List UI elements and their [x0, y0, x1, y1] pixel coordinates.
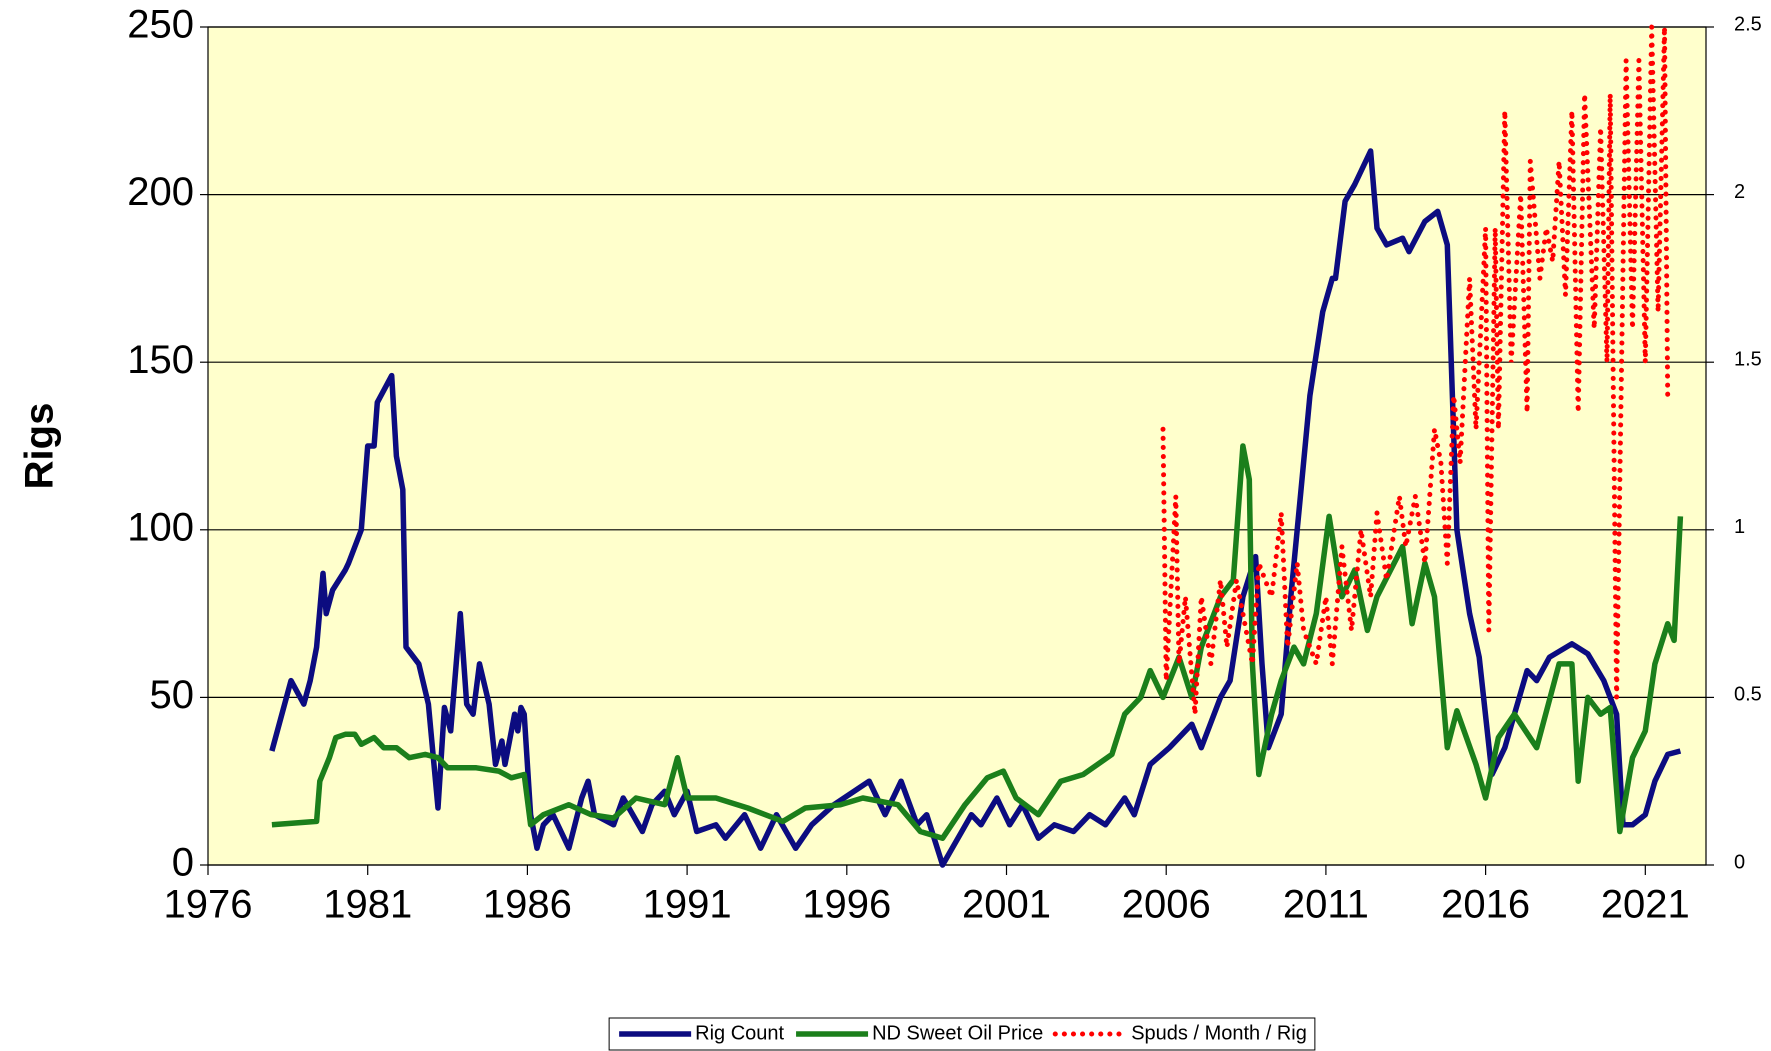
y-tick-label: 100	[127, 505, 194, 549]
y-axis-label: Rigs	[18, 403, 62, 490]
series-line	[1160, 26, 1671, 715]
x-tick-label: 1986	[483, 883, 572, 927]
x-tick-label: 2016	[1441, 883, 1530, 927]
x-tick-label: 1991	[643, 883, 732, 927]
plot-border	[207, 26, 1707, 866]
legend-box	[608, 1017, 1316, 1051]
legend: Rig Count ND Sweet Oil Price Spuds / Month…	[608, 1017, 1316, 1051]
y2-tick-label: 2	[1734, 181, 1745, 203]
x-tick-label: 2001	[962, 883, 1051, 927]
y2-tick-label: 1.5	[1734, 348, 1762, 370]
legend-label: Spuds / Month / Rig	[1131, 1022, 1307, 1044]
legend-label: Rig Count	[695, 1022, 784, 1044]
x-tick-label: 1996	[802, 883, 891, 927]
x-tick-label: 2021	[1601, 883, 1690, 927]
y-tick-label: 150	[127, 338, 194, 382]
y-tick-label: 0	[172, 841, 194, 885]
x-tick-label: 1981	[323, 883, 412, 927]
y2-tick-label: 0	[1734, 851, 1745, 873]
x-tick-label: 1976	[164, 883, 253, 927]
y-tick-label: 250	[127, 3, 194, 47]
legend-label: ND Sweet Oil Price	[872, 1022, 1043, 1044]
y2-tick-label: 1	[1734, 516, 1745, 538]
series-line	[271, 443, 1684, 841]
x-tick-label: 2011	[1283, 883, 1369, 927]
x-tick-label: 2006	[1122, 883, 1211, 927]
y-tick-label: 50	[150, 673, 195, 717]
y2-tick-label: 2.5	[1734, 13, 1762, 35]
y-tick-label: 200	[127, 170, 194, 214]
y2-tick-label: 0.5	[1734, 684, 1762, 706]
